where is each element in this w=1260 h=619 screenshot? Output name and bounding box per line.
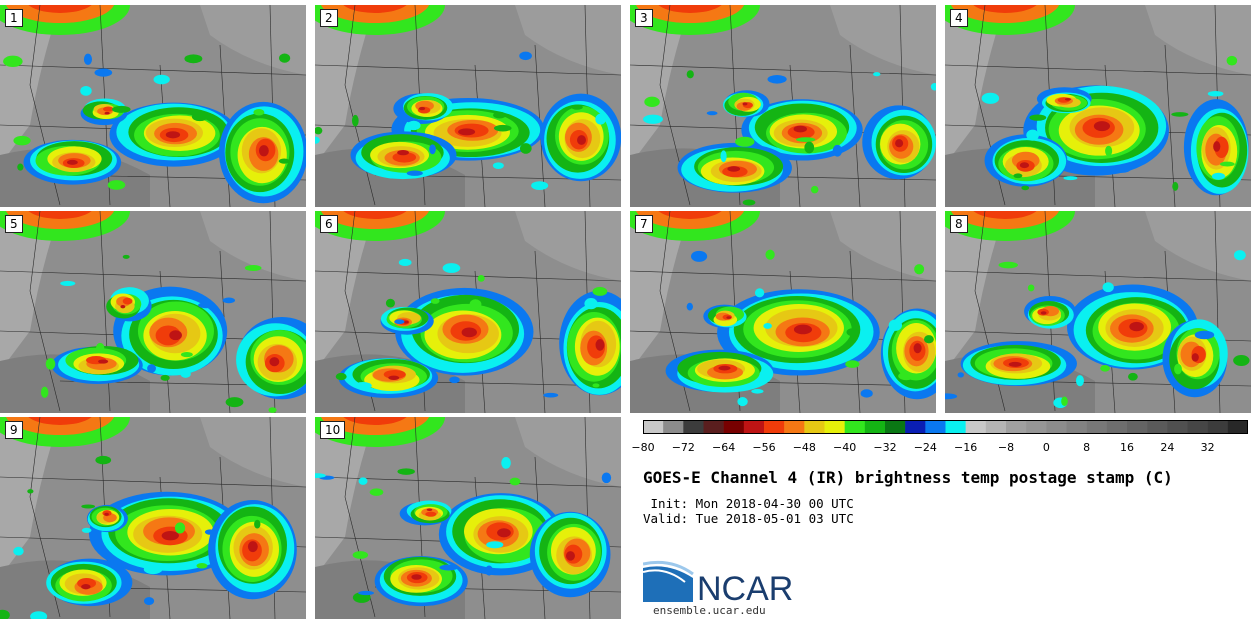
satellite-image [0, 211, 306, 413]
colorbar-segment [1046, 420, 1067, 434]
panel-number: 4 [950, 9, 968, 27]
colorbar-segment [864, 420, 886, 434]
colorbar-tick-label: −8 [997, 441, 1015, 454]
colorbar-segment [1086, 420, 1108, 434]
satellite-image [315, 5, 621, 207]
stamp-panel-1: 1 [0, 5, 306, 207]
panel-number: 1 [5, 9, 23, 27]
satellite-image [0, 5, 306, 207]
colorbar-segment [925, 420, 946, 434]
colorbar [643, 420, 1248, 434]
stamp-panel-7: 7 [630, 211, 936, 413]
colorbar-segment [824, 420, 845, 434]
colorbar-segment [784, 420, 805, 434]
stamp-panel-5: 5 [0, 211, 306, 413]
colorbar-segment [1207, 420, 1229, 434]
valid-time: Valid: Tue 2018-05-01 03 UTC [643, 511, 854, 526]
satellite-image [630, 5, 936, 207]
colorbar-segment [1006, 420, 1027, 434]
colorbar-segment [1167, 420, 1188, 434]
stamp-panel-10: 10 [315, 417, 621, 619]
colorbar-segment [643, 420, 664, 434]
panel-number: 5 [5, 215, 23, 233]
stamp-panel-9: 9 [0, 417, 306, 619]
colorbar-tick-label: −32 [873, 441, 897, 454]
panel-number: 2 [320, 9, 338, 27]
colorbar-segment [1026, 420, 1047, 434]
colorbar-tick-label: −56 [752, 441, 776, 454]
colorbar-tick-label: −64 [712, 441, 736, 454]
colorbar-tick-label: 32 [1200, 441, 1215, 454]
colorbar-segment [1127, 420, 1148, 434]
colorbar-tick-label: 8 [1083, 441, 1091, 454]
satellite-image [945, 5, 1251, 207]
stamp-panel-2: 2 [315, 5, 621, 207]
stamp-panel-8: 8 [945, 211, 1251, 413]
colorbar-tick-label: 0 [1042, 441, 1050, 454]
stamp-panel-4: 4 [945, 5, 1251, 207]
colorbar-tick-label: −24 [913, 441, 937, 454]
panel-number: 6 [320, 215, 338, 233]
colorbar-segment [885, 420, 906, 434]
ncar-logo: NCAR [643, 560, 793, 604]
colorbar-segment [1227, 420, 1248, 434]
colorbar-tick-label: 24 [1160, 441, 1175, 454]
colorbar-tick-label: −72 [671, 441, 695, 454]
colorbar-segment [844, 420, 866, 434]
init-time: Init: Mon 2018-04-30 00 UTC [643, 496, 854, 511]
colorbar-segment [945, 420, 966, 434]
colorbar-segment [663, 420, 684, 434]
colorbar-segment [723, 420, 745, 434]
panel-number: 7 [635, 215, 653, 233]
colorbar-segment [1147, 420, 1168, 434]
satellite-image [315, 211, 621, 413]
colorbar-segment [1066, 420, 1087, 434]
panel-number: 3 [635, 9, 653, 27]
satellite-image [945, 211, 1251, 413]
colorbar-tick-label: −48 [792, 441, 816, 454]
colorbar-tick-label: −16 [954, 441, 978, 454]
stamp-panel-3: 3 [630, 5, 936, 207]
colorbar-segment [703, 420, 724, 434]
colorbar-tick-label: 16 [1120, 441, 1134, 454]
colorbar-segment [764, 420, 785, 434]
figure-title: GOES-E Channel 4 (IR) brightness temp po… [643, 468, 1173, 487]
satellite-image [0, 417, 306, 619]
panel-number: 8 [950, 215, 968, 233]
colorbar-segment [804, 420, 825, 434]
panel-number: 9 [5, 421, 23, 439]
panel-number: 10 [320, 421, 346, 439]
colorbar-segment [743, 420, 765, 434]
logo-text: NCAR [697, 570, 793, 604]
stamp-panel-6: 6 [315, 211, 621, 413]
colorbar-segment [1106, 420, 1128, 434]
colorbar-segment [905, 420, 926, 434]
colorbar-tick-label: −80 [631, 441, 655, 454]
colorbar-segment [683, 420, 704, 434]
colorbar-segment [965, 420, 987, 434]
colorbar-segment [1187, 420, 1208, 434]
logo-url: ensemble.ucar.edu [653, 604, 766, 617]
satellite-image [630, 211, 936, 413]
colorbar-segment [985, 420, 1007, 434]
satellite-image [315, 417, 621, 619]
colorbar-tick-label: −40 [833, 441, 857, 454]
